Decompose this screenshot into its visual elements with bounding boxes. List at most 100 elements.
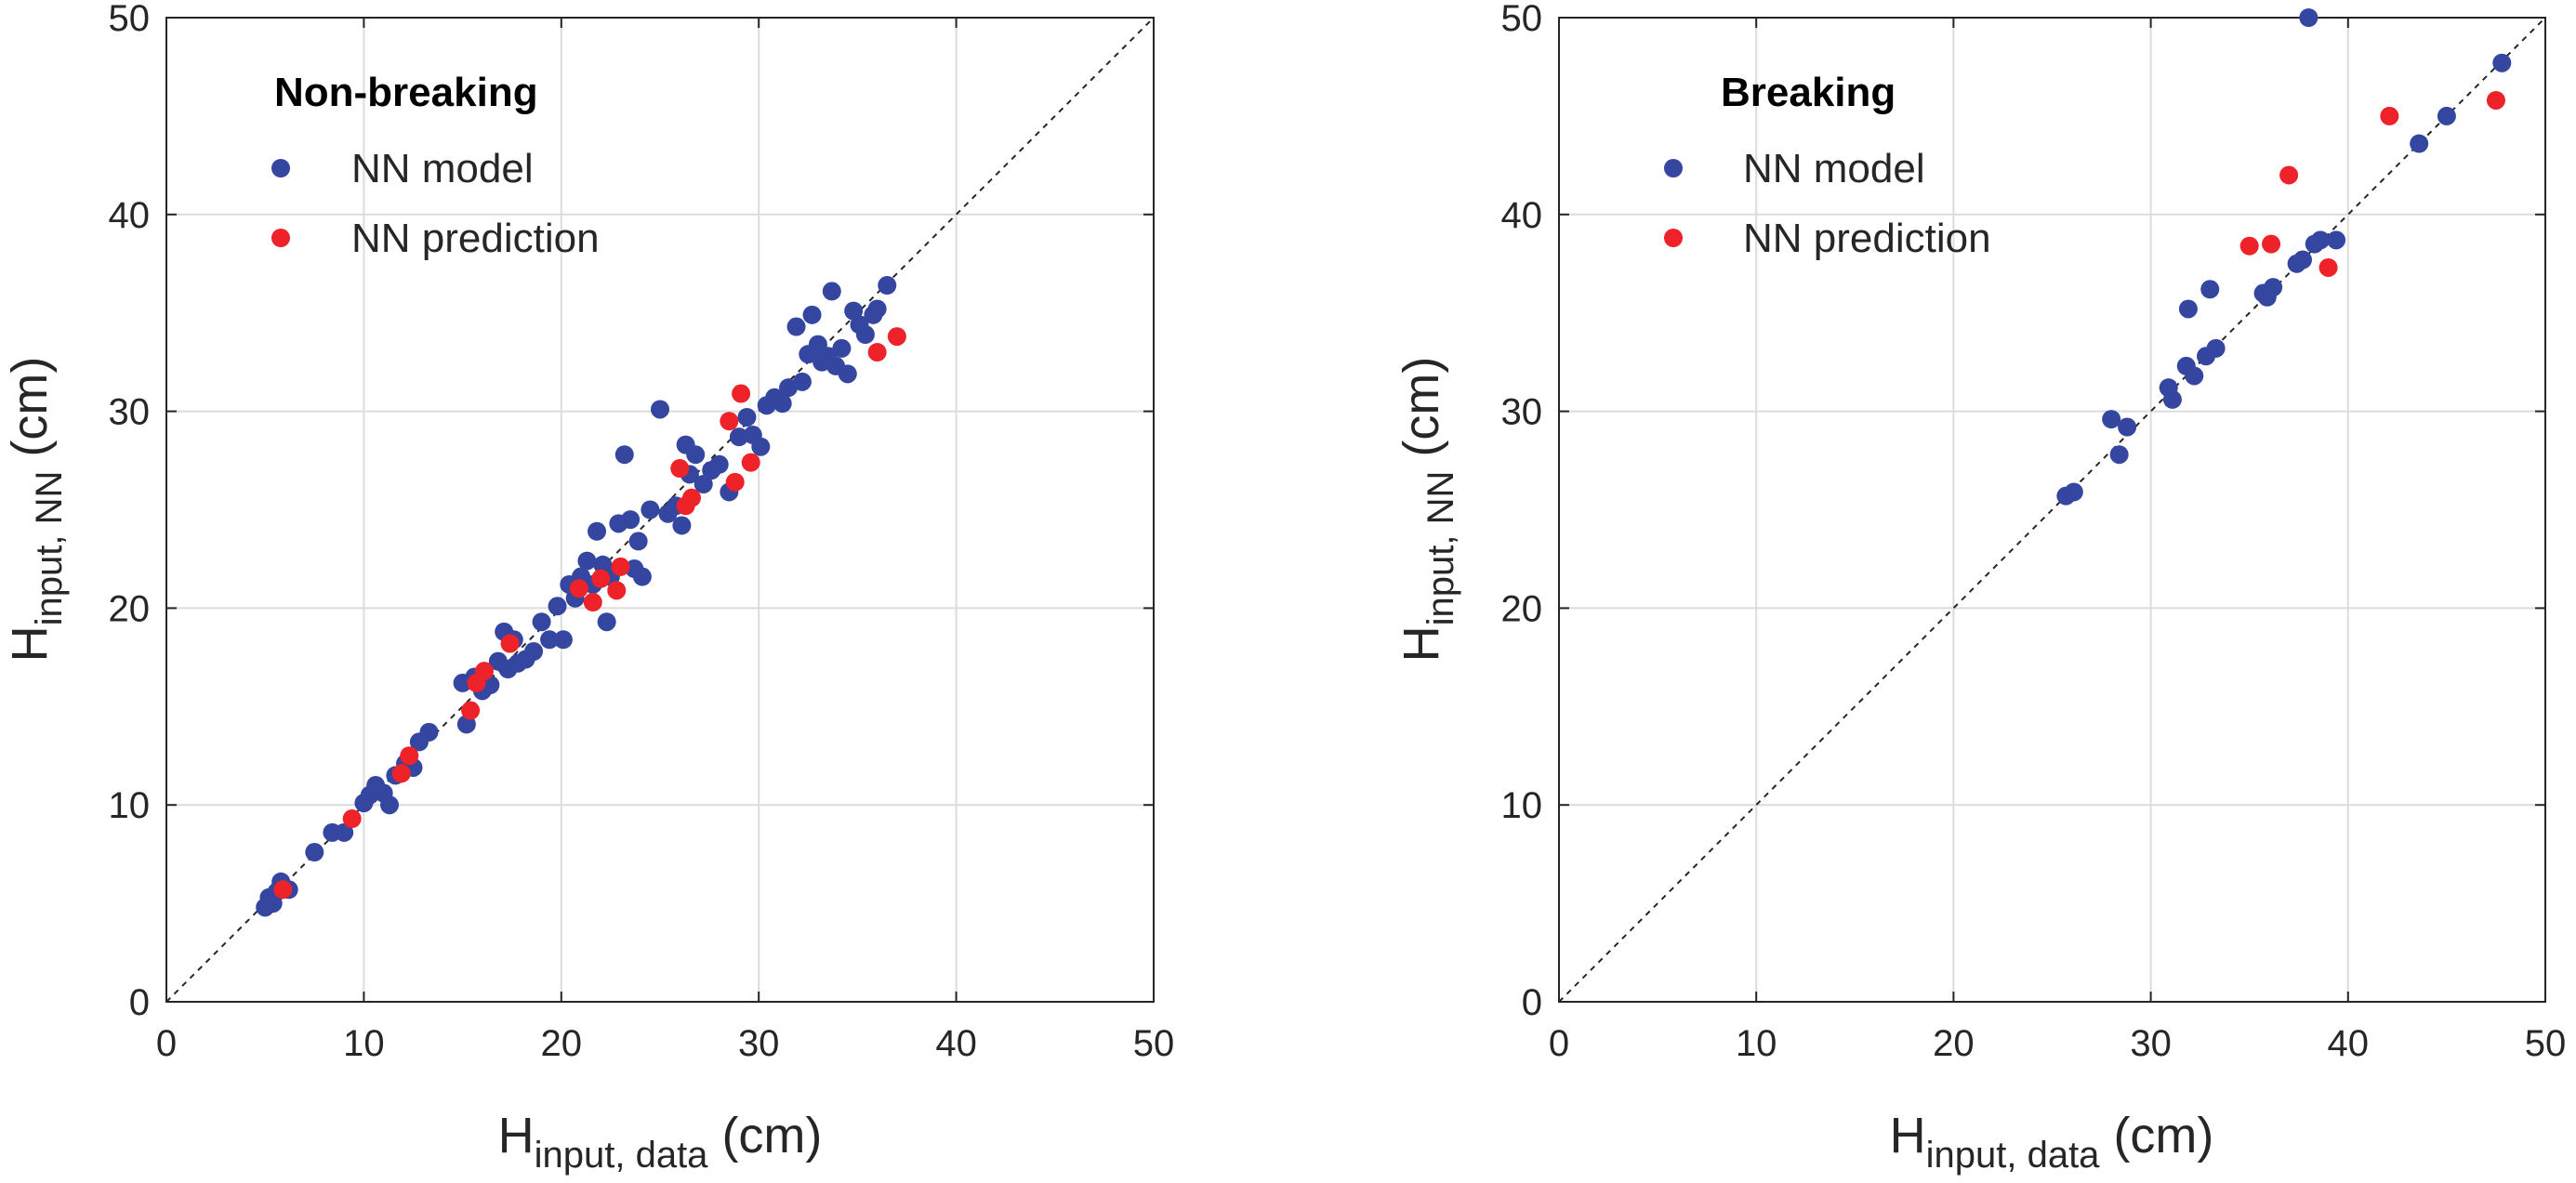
right-point-model <box>2178 299 2198 319</box>
right-point-model <box>2102 410 2121 429</box>
left-point-model <box>832 338 852 358</box>
right-xlabel-main: H <box>1890 1108 1926 1163</box>
left-xtick-label: 40 <box>935 1023 977 1064</box>
left-ylabel: Hinput, NN (cm) <box>2 357 70 663</box>
right-ytick-label: 0 <box>1522 982 1542 1023</box>
left-point-prediction <box>391 764 411 783</box>
left-point-prediction <box>273 880 293 900</box>
right-point-prediction <box>2380 106 2399 125</box>
left-point-prediction <box>591 569 611 588</box>
left-point-prediction <box>611 557 630 576</box>
right-point-model <box>2264 278 2283 297</box>
right-point-model <box>2118 417 2137 437</box>
right-ytick-label: 50 <box>1501 0 1543 39</box>
left-grid <box>166 18 1154 1002</box>
left-ylabel-main: H <box>2 625 58 662</box>
left-point-prediction <box>400 746 419 766</box>
right-point-model <box>2292 250 2312 269</box>
left-xlabel: Hinput, data (cm) <box>498 1108 823 1176</box>
left-ytick-label: 20 <box>109 588 151 629</box>
right-ylabel-main: H <box>1394 625 1449 662</box>
left-point-model <box>751 437 771 456</box>
left-ticks: 0 10 20 30 40 50 0 10 20 30 40 50 <box>109 0 1175 1064</box>
right-point-model <box>2109 445 2129 465</box>
left-panel: 0 10 20 30 40 50 0 10 20 30 40 50 Non-breaking NN m… <box>2 0 1174 1176</box>
left-point-model <box>540 630 560 650</box>
left-point-model <box>597 612 616 632</box>
left-point-prediction <box>461 701 481 720</box>
right-legend-label-model: NN model <box>1743 146 1925 191</box>
left-point-prediction <box>607 581 627 600</box>
right-ytick-label: 40 <box>1501 195 1543 236</box>
left-point-model <box>305 843 324 862</box>
left-ylabel-unit: (cm) <box>2 357 58 471</box>
right-ytick-label: 10 <box>1501 785 1543 826</box>
right-ylabel-sub: input, NN <box>1420 471 1461 626</box>
right-point-model <box>2162 389 2182 409</box>
left-xlabel-main: H <box>498 1108 535 1163</box>
right-point-prediction <box>2262 234 2281 254</box>
left-axes-box <box>165 17 1155 1003</box>
left-point-prediction <box>681 488 701 507</box>
right-panel: 0 10 20 30 40 50 0 10 20 30 40 50 Breaking NN model… <box>1394 0 2566 1176</box>
right-point-prediction <box>2239 236 2259 256</box>
left-point-model <box>792 372 812 391</box>
left-point-model <box>686 445 706 465</box>
right-ylabel: Hinput, NN (cm) <box>1394 357 1461 663</box>
right-legend-title: Breaking <box>1721 70 1896 115</box>
right-point-prediction <box>2279 165 2299 185</box>
left-ytick-label: 0 <box>129 982 150 1023</box>
right-ylabel-unit: (cm) <box>1394 357 1449 471</box>
left-point-prediction <box>741 453 760 472</box>
right-axes-box <box>1558 17 2546 1003</box>
right-point-prediction <box>2318 257 2338 277</box>
left-point-model <box>672 516 692 535</box>
left-ylabel-sub: input, NN <box>29 471 70 626</box>
right-legend-marker-model <box>1664 159 1683 177</box>
left-point-model <box>628 532 648 551</box>
left-xtick-label: 0 <box>156 1023 177 1064</box>
right-point-model <box>2185 366 2204 386</box>
left-point-model <box>802 305 822 324</box>
left-ytick-label: 40 <box>109 195 151 236</box>
left-xlabel-sub: input, data <box>535 1135 709 1176</box>
left-legend-title: Non-breaking <box>274 70 538 115</box>
left-ytick-label: 30 <box>109 392 151 433</box>
left-point-model <box>335 822 354 842</box>
left-point-prediction <box>887 327 906 347</box>
right-identity-line <box>1558 17 2546 1003</box>
left-point-prediction <box>583 593 602 612</box>
right-point-model <box>2492 53 2512 72</box>
left-point-model <box>855 324 875 344</box>
right-legend-label-prediction: NN prediction <box>1743 216 1991 261</box>
left-point-prediction <box>569 579 588 598</box>
left-point-model <box>737 407 757 427</box>
left-point-model <box>532 612 551 632</box>
left-point-model <box>651 400 669 419</box>
left-point-model <box>632 567 652 586</box>
left-point-model <box>548 597 567 616</box>
right-ticks: 0 10 20 30 40 50 0 10 20 30 40 50 <box>1501 0 2567 1064</box>
left-point-model <box>786 317 806 336</box>
right-point-model <box>2437 106 2456 125</box>
left-legend-marker-prediction <box>271 229 290 247</box>
left-point-prediction <box>867 343 887 362</box>
left-point-model <box>709 454 729 474</box>
right-xtick-label: 50 <box>2525 1023 2567 1064</box>
left-point-model <box>641 500 660 519</box>
left-point-prediction <box>500 634 520 653</box>
left-point-model <box>588 521 607 541</box>
right-xtick-label: 30 <box>2130 1023 2172 1064</box>
right-xlabel: Hinput, data (cm) <box>1890 1108 2214 1176</box>
right-point-model <box>2200 280 2220 299</box>
right-ytick-label: 30 <box>1501 392 1543 433</box>
left-xtick-label: 10 <box>343 1023 385 1064</box>
right-xtick-label: 40 <box>2328 1023 2370 1064</box>
right-xtick-label: 10 <box>1736 1023 1777 1064</box>
left-xtick-label: 30 <box>738 1023 780 1064</box>
right-point-model <box>2410 134 2429 153</box>
left-xtick-label: 20 <box>541 1023 583 1064</box>
left-point-model <box>878 276 897 296</box>
right-grid <box>1559 18 2545 1002</box>
right-xlabel-sub: input, data <box>1926 1135 2101 1176</box>
